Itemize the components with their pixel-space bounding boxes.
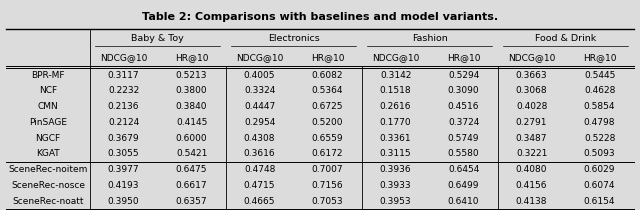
- Text: 0.5580: 0.5580: [448, 149, 479, 158]
- Text: SceneRec-noatt: SceneRec-noatt: [12, 197, 84, 206]
- Text: 0.6154: 0.6154: [584, 197, 615, 206]
- Text: SceneRec-nosce: SceneRec-nosce: [11, 181, 85, 190]
- Text: NDCG@10: NDCG@10: [236, 53, 284, 62]
- Text: 0.3953: 0.3953: [380, 197, 412, 206]
- Text: 0.2232: 0.2232: [108, 86, 140, 95]
- Text: 0.3055: 0.3055: [108, 149, 140, 158]
- Text: 0.2954: 0.2954: [244, 118, 275, 127]
- Text: 0.3800: 0.3800: [176, 86, 207, 95]
- Text: 0.5228: 0.5228: [584, 134, 615, 143]
- Text: 0.4715: 0.4715: [244, 181, 275, 190]
- Text: 0.2616: 0.2616: [380, 102, 412, 111]
- Text: NCF: NCF: [39, 86, 57, 95]
- Text: 0.3616: 0.3616: [244, 149, 275, 158]
- Text: 0.4628: 0.4628: [584, 86, 615, 95]
- Text: 0.6172: 0.6172: [312, 149, 343, 158]
- Text: 0.6499: 0.6499: [448, 181, 479, 190]
- Text: NDCG@10: NDCG@10: [100, 53, 147, 62]
- Text: 0.4748: 0.4748: [244, 165, 275, 174]
- Text: 0.7156: 0.7156: [312, 181, 344, 190]
- Text: 0.2791: 0.2791: [516, 118, 547, 127]
- Text: 0.6357: 0.6357: [176, 197, 207, 206]
- Text: 0.4156: 0.4156: [516, 181, 547, 190]
- Text: 0.7007: 0.7007: [312, 165, 344, 174]
- Text: 0.3840: 0.3840: [176, 102, 207, 111]
- Text: Fashion: Fashion: [412, 34, 447, 43]
- Text: 0.5213: 0.5213: [176, 71, 207, 80]
- Text: 0.6475: 0.6475: [176, 165, 207, 174]
- Text: HR@10: HR@10: [447, 53, 481, 62]
- Text: 0.4080: 0.4080: [516, 165, 547, 174]
- Text: 0.4798: 0.4798: [584, 118, 615, 127]
- Text: 0.5445: 0.5445: [584, 71, 615, 80]
- Text: Electronics: Electronics: [268, 34, 319, 43]
- Text: PinSAGE: PinSAGE: [29, 118, 67, 127]
- Text: 0.5749: 0.5749: [448, 134, 479, 143]
- Text: 0.6000: 0.6000: [176, 134, 207, 143]
- Text: 0.3221: 0.3221: [516, 149, 547, 158]
- Text: HR@10: HR@10: [311, 53, 344, 62]
- Text: 0.4145: 0.4145: [176, 118, 207, 127]
- Text: HR@10: HR@10: [175, 53, 209, 62]
- Text: 0.1518: 0.1518: [380, 86, 412, 95]
- Text: 0.6617: 0.6617: [176, 181, 207, 190]
- Text: 0.6725: 0.6725: [312, 102, 343, 111]
- Text: 0.4005: 0.4005: [244, 71, 275, 80]
- Text: 0.3117: 0.3117: [108, 71, 140, 80]
- Text: 0.6074: 0.6074: [584, 181, 615, 190]
- Text: 0.3090: 0.3090: [448, 86, 479, 95]
- Text: 0.6029: 0.6029: [584, 165, 615, 174]
- Text: 0.6082: 0.6082: [312, 71, 343, 80]
- Text: 0.4308: 0.4308: [244, 134, 275, 143]
- Text: Baby & Toy: Baby & Toy: [131, 34, 184, 43]
- Text: 0.3115: 0.3115: [380, 149, 412, 158]
- Text: 0.2124: 0.2124: [108, 118, 140, 127]
- Text: CMN: CMN: [38, 102, 58, 111]
- Text: 0.5200: 0.5200: [312, 118, 343, 127]
- Text: 0.4665: 0.4665: [244, 197, 275, 206]
- Text: 0.3936: 0.3936: [380, 165, 412, 174]
- Text: 0.5421: 0.5421: [176, 149, 207, 158]
- Text: NDCG@10: NDCG@10: [508, 53, 556, 62]
- Text: 0.6410: 0.6410: [448, 197, 479, 206]
- Text: BPR-MF: BPR-MF: [31, 71, 65, 80]
- Text: 0.4028: 0.4028: [516, 102, 547, 111]
- Text: 0.3933: 0.3933: [380, 181, 412, 190]
- Text: 0.5854: 0.5854: [584, 102, 615, 111]
- Text: 0.3679: 0.3679: [108, 134, 140, 143]
- Text: 0.7053: 0.7053: [312, 197, 344, 206]
- Text: NGCF: NGCF: [35, 134, 61, 143]
- Text: NDCG@10: NDCG@10: [372, 53, 419, 62]
- Text: KGAT: KGAT: [36, 149, 60, 158]
- Text: Food & Drink: Food & Drink: [535, 34, 596, 43]
- Text: 0.3361: 0.3361: [380, 134, 412, 143]
- Text: 0.3663: 0.3663: [516, 71, 547, 80]
- Text: 0.3724: 0.3724: [448, 118, 479, 127]
- Text: 0.2136: 0.2136: [108, 102, 140, 111]
- Text: Table 2: Comparisons with baselines and model variants.: Table 2: Comparisons with baselines and …: [142, 12, 498, 22]
- Text: 0.4447: 0.4447: [244, 102, 275, 111]
- Text: 0.3977: 0.3977: [108, 165, 140, 174]
- Text: HR@10: HR@10: [583, 53, 616, 62]
- Text: 0.5364: 0.5364: [312, 86, 343, 95]
- Text: 0.4138: 0.4138: [516, 197, 547, 206]
- Text: 0.3142: 0.3142: [380, 71, 412, 80]
- Text: 0.5294: 0.5294: [448, 71, 479, 80]
- Text: 0.3487: 0.3487: [516, 134, 547, 143]
- Text: 0.6454: 0.6454: [448, 165, 479, 174]
- Text: SceneRec-noitem: SceneRec-noitem: [8, 165, 88, 174]
- Text: 0.1770: 0.1770: [380, 118, 412, 127]
- Text: 0.4516: 0.4516: [448, 102, 479, 111]
- Text: 0.4193: 0.4193: [108, 181, 140, 190]
- Text: 0.3324: 0.3324: [244, 86, 275, 95]
- Text: 0.5093: 0.5093: [584, 149, 616, 158]
- Text: 0.3068: 0.3068: [516, 86, 547, 95]
- Text: 0.6559: 0.6559: [312, 134, 344, 143]
- Text: 0.3950: 0.3950: [108, 197, 140, 206]
